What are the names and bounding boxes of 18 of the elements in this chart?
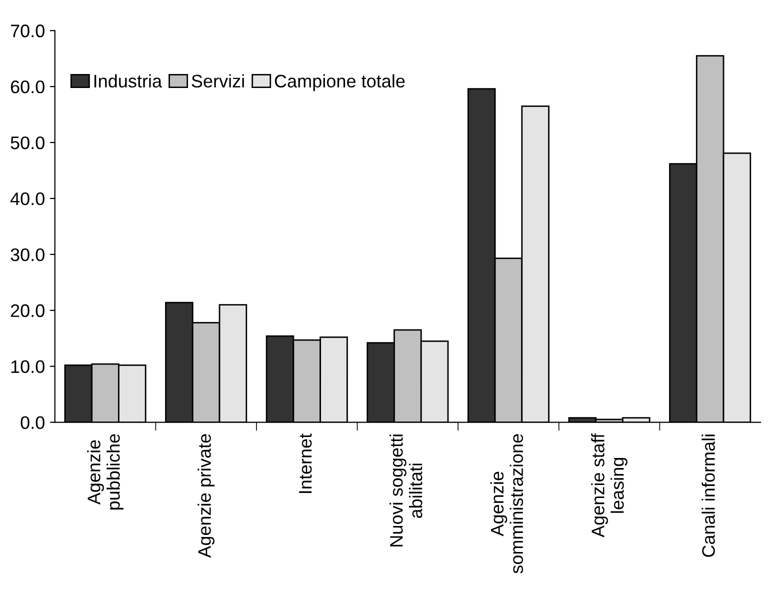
y-tick-label: 70.0 (10, 24, 44, 38)
y-tick-label: 60.0 (10, 80, 44, 94)
x-tick-label: Agenzie private (198, 434, 214, 558)
x-tick-label: Internet (299, 434, 312, 493)
x-tick-label: Agenzie pubbliche (87, 434, 124, 510)
legend-label: Campione totale (274, 74, 405, 92)
y-tick-label: 0.0 (20, 416, 44, 429)
x-tick-label: Nuovi soggetti abilitati (390, 434, 422, 546)
x-tick-label: Canali informali (702, 434, 715, 557)
legend-label: Servizi (192, 74, 244, 88)
y-tick-label: 50.0 (10, 136, 44, 150)
y-tick-label: 20.0 (10, 304, 44, 318)
y-tick-label: 30.0 (10, 248, 44, 262)
y-tick-label: 40.0 (10, 192, 44, 206)
legend-label: Industria (94, 74, 162, 88)
y-tick-label: 10.0 (11, 360, 44, 374)
x-tick-label: Agenzie somministrazione (490, 434, 524, 574)
x-tick-label: Agenzie staff leasing (591, 433, 628, 538)
